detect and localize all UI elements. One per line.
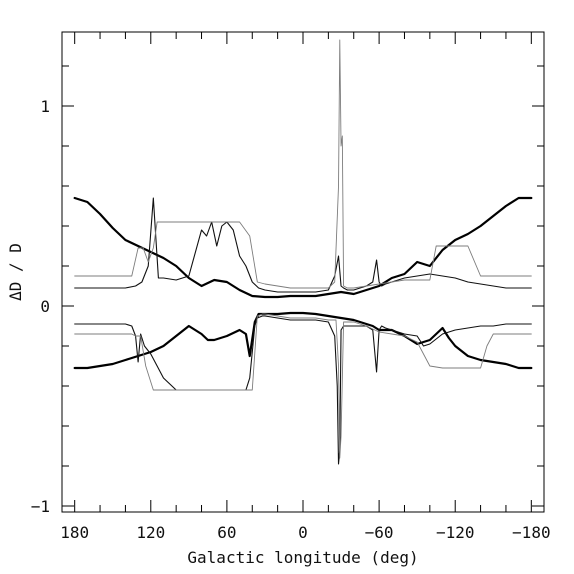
series-line-3 <box>74 39 532 289</box>
x-tick-label: −120 <box>436 523 475 542</box>
plot-frame <box>61 31 545 513</box>
series-line-1 <box>73 196 533 299</box>
series-layer <box>73 39 533 465</box>
ticks-layer: 180 120 60 0 −60 −120 −180 1 0 −1 <box>31 32 551 542</box>
x-tick-label: 120 <box>136 523 165 542</box>
series-line-5 <box>74 315 532 465</box>
x-tick-label: −180 <box>512 523 551 542</box>
x-tick-label: 60 <box>217 523 236 542</box>
labels-layer: Galactic longitude (deg) ΔD / D <box>6 243 419 567</box>
x-tick-label: −60 <box>365 523 394 542</box>
y-tick-label: −1 <box>31 497 50 516</box>
series-line-2 <box>74 197 532 293</box>
y-axis-label: ΔD / D <box>6 243 25 301</box>
series-line-4 <box>73 311 533 370</box>
x-tick-label: 0 <box>298 523 308 542</box>
y-tick-label: 1 <box>40 97 50 116</box>
x-axis-label: Galactic longitude (deg) <box>187 548 418 567</box>
series-line-6 <box>74 313 532 459</box>
x-tick-label: 180 <box>60 523 89 542</box>
y-tick-label: 0 <box>40 297 50 316</box>
axes-layer <box>61 31 545 513</box>
